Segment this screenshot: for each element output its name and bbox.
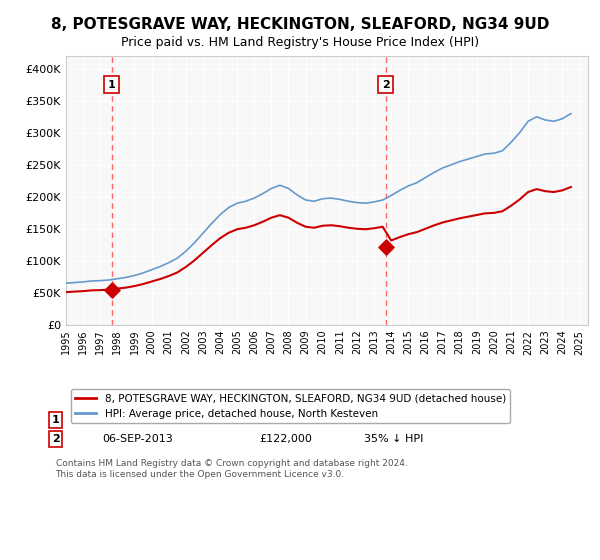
Text: 1: 1: [108, 80, 116, 90]
Point: [107, 285, 116, 294]
Text: 35% ↓ HPI: 35% ↓ HPI: [364, 434, 423, 444]
Text: Contains HM Land Registry data © Crown copyright and database right 2024.
This d: Contains HM Land Registry data © Crown c…: [56, 459, 407, 479]
Text: £122,000: £122,000: [259, 434, 312, 444]
Text: 1: 1: [52, 415, 59, 425]
Text: 2: 2: [382, 80, 389, 90]
Text: 06-SEP-2013: 06-SEP-2013: [103, 434, 173, 444]
Text: 01-SEP-1997: 01-SEP-1997: [103, 415, 173, 425]
Text: 8, POTESGRAVE WAY, HECKINGTON, SLEAFORD, NG34 9UD: 8, POTESGRAVE WAY, HECKINGTON, SLEAFORD,…: [51, 17, 549, 32]
Text: 17% ↓ HPI: 17% ↓ HPI: [364, 415, 423, 425]
Text: Price paid vs. HM Land Registry's House Price Index (HPI): Price paid vs. HM Land Registry's House …: [121, 36, 479, 49]
Point: [381, 242, 391, 251]
Text: 2: 2: [52, 434, 59, 444]
Text: £55,000: £55,000: [259, 415, 305, 425]
Legend: 8, POTESGRAVE WAY, HECKINGTON, SLEAFORD, NG34 9UD (detached house), HPI: Average: 8, POTESGRAVE WAY, HECKINGTON, SLEAFORD,…: [71, 389, 510, 423]
